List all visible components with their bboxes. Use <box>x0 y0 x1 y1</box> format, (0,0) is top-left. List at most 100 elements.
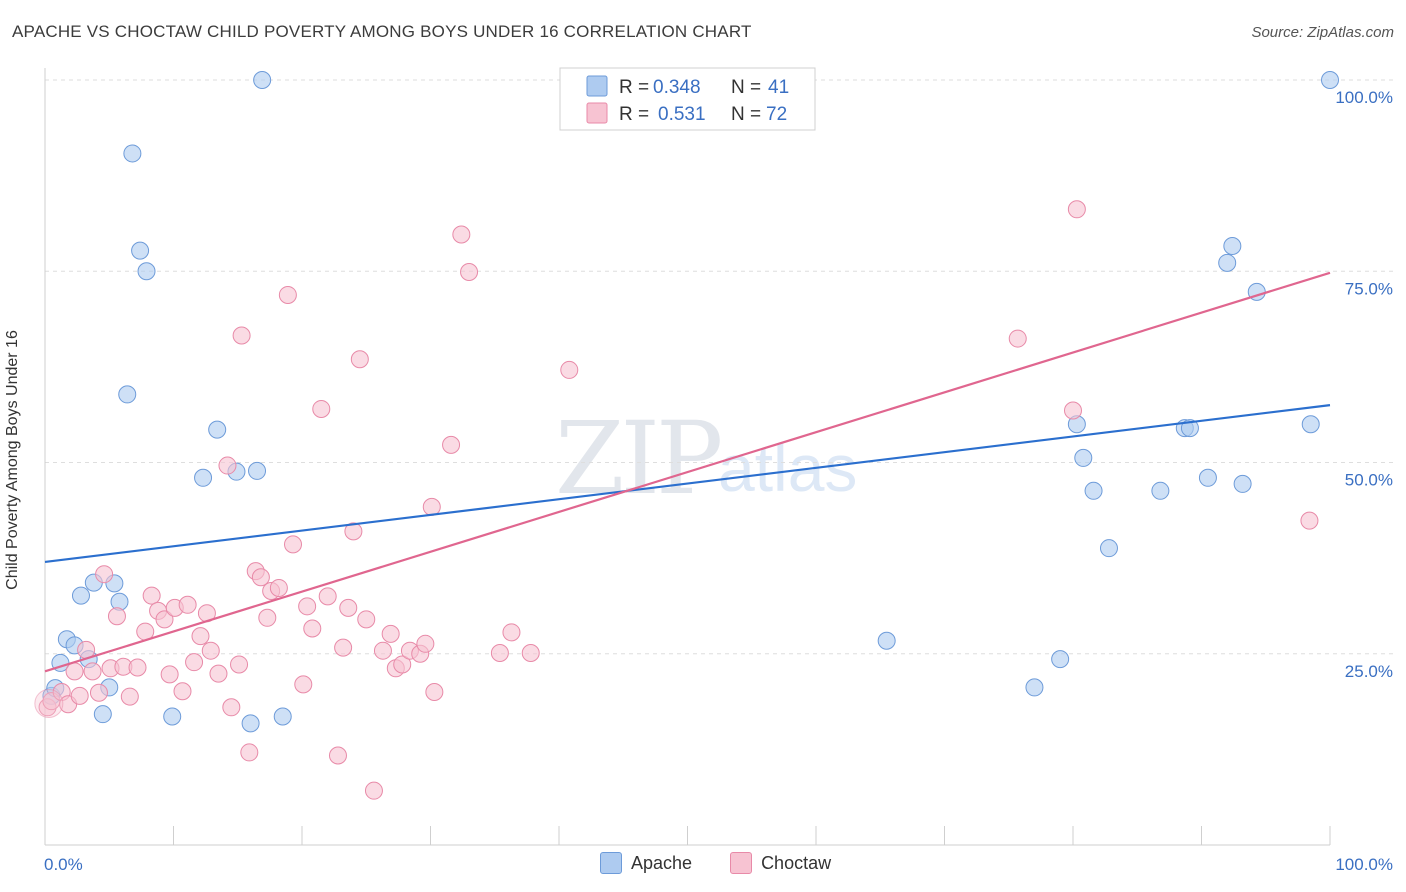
bottom-legend: Apache Choctaw <box>600 852 859 874</box>
choctaw-point-66 <box>521 643 540 662</box>
trendlines <box>44 271 1331 673</box>
apache-point-25 <box>1025 678 1044 697</box>
apache-point-30 <box>1099 539 1118 558</box>
legend-choctaw-swatch <box>586 102 608 124</box>
choctaw-point-51 <box>364 781 383 800</box>
choctaw-point-70 <box>1067 200 1086 219</box>
choctaw-point-48 <box>344 522 363 541</box>
choctaw-point-40 <box>294 675 313 694</box>
choctaw-point-16 <box>142 586 161 605</box>
legend-apache-r-label: R = <box>619 77 649 98</box>
choctaw-point-62 <box>452 225 471 244</box>
choctaw-point-41 <box>298 597 317 616</box>
apache-point-17 <box>194 468 213 487</box>
choctaw-point-50 <box>357 610 376 629</box>
apache-point-28 <box>1074 448 1093 467</box>
y-tick-label-100: 100.0% <box>1335 88 1393 107</box>
choctaw-point-21 <box>173 682 192 701</box>
choctaw-point-55 <box>393 655 412 674</box>
legend-choctaw-r-value: 0.531 <box>658 104 706 125</box>
choctaw-point-68 <box>1008 329 1027 348</box>
choctaw-point-39 <box>284 535 303 554</box>
legend-choctaw-r-label: R = <box>619 104 649 125</box>
choctaw-point-64 <box>490 643 509 662</box>
apache-point-12 <box>118 385 137 404</box>
choctaw-point-14 <box>128 658 147 677</box>
apache-point-37 <box>1233 474 1252 493</box>
apache-point-39 <box>1301 415 1320 434</box>
choctaw-point-18 <box>155 610 174 629</box>
y-tick-label-75: 75.0% <box>1345 279 1393 298</box>
apache-point-13 <box>123 144 142 163</box>
choctaw-point-34 <box>251 568 270 587</box>
watermark-atlas: atlas <box>718 431 858 505</box>
apache-point-8 <box>93 705 112 724</box>
legend-apache-n-label: N = <box>731 77 761 98</box>
choctaw-point-49 <box>350 350 369 369</box>
choctaw-point-26 <box>201 641 220 660</box>
choctaw-point-30 <box>230 655 249 674</box>
chart-title: APACHE VS CHOCTAW CHILD POVERTY AMONG BO… <box>12 22 752 41</box>
choctaw-point-32 <box>240 743 259 762</box>
apache-point-16 <box>163 707 182 726</box>
tick-labels: 25.0% 50.0% 75.0% 100.0% 0.0% 100.0% <box>44 88 1393 874</box>
legend-apache-swatch <box>586 75 608 97</box>
choctaw-point-60 <box>425 683 444 701</box>
bottom-legend-choctaw-swatch <box>730 852 753 874</box>
choctaw-trendline <box>44 271 1331 673</box>
apache-point-22 <box>253 71 272 89</box>
choctaw-point-9 <box>95 565 114 584</box>
choctaw-point-24 <box>191 627 210 646</box>
choctaw-point-38 <box>278 285 297 304</box>
apache-point-20 <box>241 714 260 733</box>
legend-apache-r-value: 0.348 <box>653 77 701 98</box>
bottom-legend-apache-label: Apache <box>631 852 693 873</box>
choctaw-point-59 <box>422 497 441 516</box>
y-tick-label-50: 50.0% <box>1345 471 1393 490</box>
choctaw-point-28 <box>218 456 237 475</box>
choctaw-point-58 <box>416 634 435 653</box>
choctaw-point-29 <box>222 698 241 717</box>
y-tick-label-25: 25.0% <box>1345 662 1393 681</box>
apache-point-34 <box>1198 468 1217 487</box>
legend-choctaw-n-value: 72 <box>766 104 787 125</box>
choctaw-points <box>34 200 1319 800</box>
apache-point-5 <box>71 586 90 605</box>
choctaw-point-42 <box>303 619 322 638</box>
bottom-legend-apache-swatch <box>600 852 622 874</box>
apache-point-21 <box>248 461 267 480</box>
x-tick-label-max: 100.0% <box>1335 855 1393 874</box>
apache-point-26 <box>1051 650 1070 669</box>
choctaw-point-19 <box>160 665 179 684</box>
apache-point-35 <box>1218 253 1237 272</box>
choctaw-point-67 <box>560 360 579 379</box>
apache-point-15 <box>137 262 156 281</box>
x-tick-label-min: 0.0% <box>44 855 83 874</box>
apache-point-18 <box>208 420 227 439</box>
choctaw-point-52 <box>373 641 392 660</box>
apache-points <box>42 71 1339 733</box>
apache-trendline <box>44 404 1331 564</box>
choctaw-point-43 <box>312 399 331 418</box>
choctaw-point-7 <box>83 662 102 681</box>
choctaw-point-44 <box>318 587 337 606</box>
choctaw-point-61 <box>442 435 461 454</box>
choctaw-point-71 <box>1300 511 1319 530</box>
choctaw-point-31 <box>232 326 251 345</box>
choctaw-point-53 <box>381 624 400 643</box>
choctaw-cluster-point <box>34 688 64 718</box>
choctaw-point-45 <box>328 746 347 765</box>
choctaw-point-22 <box>178 595 197 614</box>
apache-point-36 <box>1223 237 1242 256</box>
apache-point-14 <box>131 241 150 260</box>
choctaw-point-37 <box>269 578 288 597</box>
choctaw-point-27 <box>209 664 228 683</box>
bottom-legend-apache: Apache <box>600 852 692 874</box>
axes <box>44 68 1331 846</box>
choctaw-point-5 <box>70 686 89 705</box>
legend-apache-n-value: 41 <box>768 77 789 98</box>
choctaw-point-46 <box>334 638 353 657</box>
apache-point-31 <box>1151 481 1170 500</box>
source-label: Source: ZipAtlas.com <box>1251 24 1394 41</box>
